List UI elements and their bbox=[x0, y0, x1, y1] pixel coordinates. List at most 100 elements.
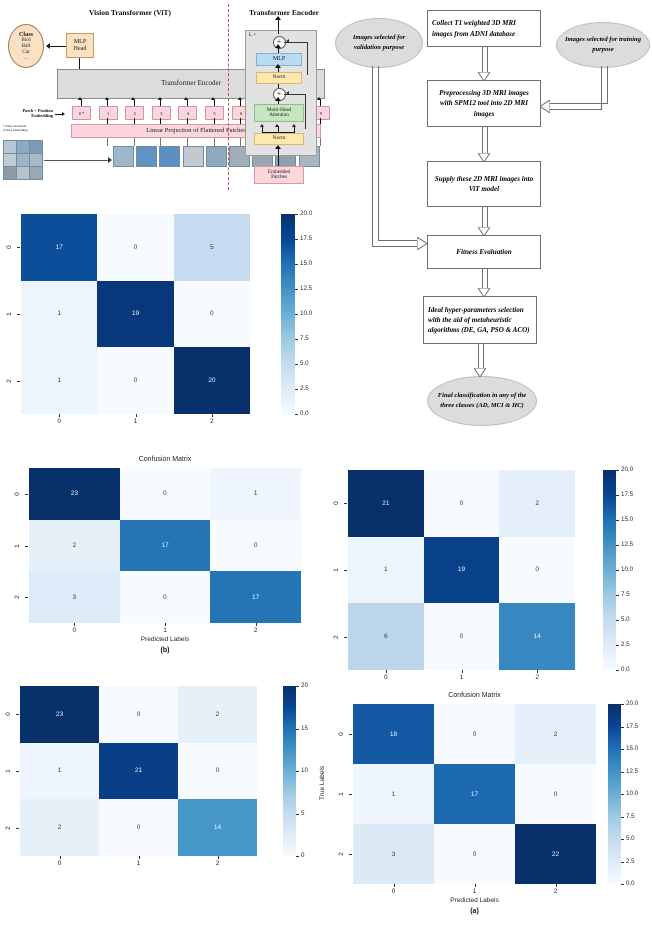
y-tick-label-wrap: 1 bbox=[336, 788, 348, 800]
patch-stem-1 bbox=[107, 138, 109, 146]
y-tick-label: 1 bbox=[333, 568, 340, 572]
proj-stem-4 bbox=[186, 118, 188, 124]
mlp-to-class-arrow-line bbox=[48, 45, 66, 47]
y-tick-mark bbox=[25, 545, 28, 547]
token-arrow-line-2 bbox=[133, 99, 135, 106]
heatmap-cell: 0 bbox=[423, 470, 500, 537]
colorbar-tick-mark bbox=[621, 816, 624, 818]
heatmap-cell: 0 bbox=[434, 704, 515, 764]
colorbar-tick-mark bbox=[621, 771, 624, 773]
fc-hollow-arrow bbox=[478, 72, 490, 81]
x-tick-mark bbox=[138, 856, 140, 859]
y-tick-mark bbox=[349, 854, 352, 855]
colorbar-tick-mark bbox=[296, 813, 299, 815]
colorbar-tick-label: 17.5 bbox=[300, 235, 313, 242]
fc-hollow-arrow bbox=[478, 227, 490, 236]
heatmap-cell: 23 bbox=[20, 686, 99, 743]
qkv-line-1 bbox=[277, 126, 279, 133]
x-tick-mark bbox=[135, 414, 137, 417]
y-tick-label-wrap: 2 bbox=[3, 822, 15, 834]
heatmap-cell: 0 bbox=[210, 519, 301, 572]
y-tick-mark bbox=[349, 794, 352, 795]
fc-val-h1 bbox=[372, 246, 418, 247]
colorbar-tick-label: 20.0 bbox=[626, 700, 639, 707]
flattened-patch-3 bbox=[182, 146, 204, 167]
heatmap-cell: 17 bbox=[119, 519, 211, 572]
heatmap-cell: 2 bbox=[178, 686, 257, 743]
encoder-detail-title: Transformer Encoder bbox=[249, 8, 319, 17]
heatmap-cell: 21 bbox=[99, 742, 178, 800]
colorbar-tick-label: 12.5 bbox=[621, 541, 634, 548]
encoder-norm-bottom-box: Norm bbox=[254, 133, 304, 145]
grid-to-patches-arrow-head bbox=[108, 157, 112, 163]
source-patch-6 bbox=[3, 166, 17, 180]
heatmap-cell: 1 bbox=[348, 536, 424, 604]
heatmap-cell: 1 bbox=[353, 764, 434, 824]
qkv-line-0 bbox=[262, 126, 263, 133]
x-tick-mark bbox=[217, 856, 219, 859]
heatmap-cell: 0 bbox=[434, 824, 515, 884]
qkv-arrow-1 bbox=[275, 123, 279, 127]
heatmap-title: Confusion Matrix bbox=[448, 692, 501, 699]
x-tick-mark bbox=[211, 414, 213, 417]
colorbar-tick-label: 15.0 bbox=[626, 745, 639, 752]
colorbar-tick-label: 20 bbox=[301, 682, 308, 689]
step-supply-box: Supply these 2D MRI images into ViT mode… bbox=[427, 161, 541, 207]
validation-images-ellipse: Images selected for validation purpose bbox=[335, 18, 423, 68]
heatmap-cell: 14 bbox=[499, 603, 575, 670]
colorbar-tick-mark bbox=[616, 545, 619, 546]
colorbar-tick-label: 10.0 bbox=[626, 790, 639, 797]
token-arrow-head-2 bbox=[131, 96, 136, 100]
fc-conn-right bbox=[482, 344, 484, 370]
token-arrow-line-3 bbox=[160, 99, 162, 106]
fc-conn-left bbox=[481, 269, 483, 290]
colorbar-tick-mark bbox=[621, 861, 624, 863]
colorbar-tick-label: 17.5 bbox=[626, 722, 639, 730]
token-arrow-head-6 bbox=[237, 96, 242, 100]
figure-divider bbox=[228, 4, 229, 190]
y-tick-label: 0 bbox=[338, 732, 345, 736]
fc-val-v1 bbox=[372, 66, 373, 246]
y-tick-mark bbox=[344, 503, 347, 505]
fc-val-h2 bbox=[378, 240, 418, 241]
y-tick-label-wrap: 0 bbox=[331, 497, 343, 509]
step-hyperparameter-box: Ideal hyper-parameters selection with th… bbox=[423, 296, 537, 344]
colorbar-gradient bbox=[603, 470, 616, 670]
x-tick-label: 2 bbox=[535, 674, 539, 681]
fc-conn-right bbox=[486, 207, 488, 229]
mlp-to-add-line bbox=[277, 46, 279, 53]
heatmap-cell: 1 bbox=[20, 742, 99, 800]
heatmap-cell: 2 bbox=[20, 799, 99, 856]
class-item-car: Car bbox=[22, 48, 30, 55]
heatmap-cell: 21 bbox=[348, 470, 424, 537]
heatmap-cell: 5 bbox=[173, 214, 250, 281]
y-tick-mark bbox=[25, 597, 28, 599]
patch-stem-9 bbox=[319, 138, 321, 146]
colorbar-tick-label: 7.5 bbox=[626, 812, 635, 820]
mha-line2: Attention bbox=[269, 112, 289, 118]
token-3: 3 bbox=[151, 106, 171, 120]
y-tick-label: 0 bbox=[333, 501, 340, 506]
x-tick-mark bbox=[461, 670, 463, 673]
residual-top-arrow bbox=[286, 39, 289, 43]
proj-stem-5 bbox=[213, 118, 215, 124]
heatmap-cell: 17 bbox=[210, 571, 301, 623]
proj-stem-2 bbox=[133, 118, 135, 124]
token-arrow-head-1 bbox=[104, 96, 109, 100]
colorbar-tick-mark bbox=[616, 670, 619, 671]
step-collect-box: Collect T1 weighted 3D MRI images from A… bbox=[427, 10, 541, 47]
fc-conn-right bbox=[486, 269, 488, 290]
flattened-patch-5 bbox=[229, 146, 250, 167]
mlp-head-line2: Head bbox=[73, 45, 87, 52]
norm-to-mlp-line bbox=[277, 66, 279, 72]
y-tick-label-wrap: 1 bbox=[12, 540, 24, 552]
colorbar-tick-mark bbox=[295, 289, 298, 290]
colorbar-tick-mark bbox=[295, 264, 298, 265]
fc-conn-right bbox=[486, 47, 488, 74]
x-tick-mark bbox=[59, 856, 61, 859]
colorbar-tick-label: 10.0 bbox=[300, 310, 313, 317]
colorbar-tick-mark bbox=[616, 570, 619, 571]
class-item-ball: Ball bbox=[21, 42, 31, 49]
token-0: 0 * bbox=[72, 106, 91, 120]
source-patch-0 bbox=[3, 140, 17, 154]
